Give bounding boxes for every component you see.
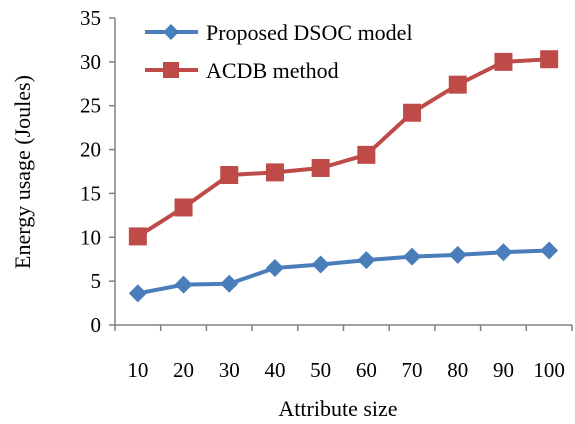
plot-area: 0 5 10 15 20 25 30 35 10 20 30 40 50 60 70 80 90 100 — [80, 6, 573, 382]
legend-item-acdb: ACDB method — [145, 58, 339, 83]
y-tick-label: 35 — [80, 6, 101, 30]
x-axis-title: Attribute size — [278, 396, 397, 421]
data-point-diamond — [540, 241, 559, 260]
y-tick-label: 20 — [80, 138, 101, 162]
legend-label-proposed-dsoc: Proposed DSOC model — [206, 20, 413, 45]
data-point-diamond — [403, 247, 422, 266]
data-point-diamond — [357, 251, 376, 270]
legend-diamond-marker — [163, 24, 179, 40]
data-point-square — [494, 52, 513, 71]
data-point-diamond — [265, 258, 284, 277]
data-point-square — [174, 198, 193, 217]
data-point-diamond — [311, 255, 330, 274]
legend-label-acdb: ACDB method — [206, 58, 339, 83]
y-tick-label: 30 — [80, 50, 101, 74]
data-point-diamond — [220, 274, 239, 293]
y-tick-label: 5 — [91, 269, 102, 293]
x-tick-label: 90 — [493, 358, 514, 382]
data-point-square — [220, 166, 239, 185]
series-line-proposed-dsoc — [137, 248, 550, 296]
legend-item-proposed-dsoc: Proposed DSOC model — [145, 20, 413, 45]
series-line-acdb — [136, 57, 550, 239]
x-tick-label: 80 — [447, 358, 468, 382]
x-tick-label: 20 — [173, 358, 194, 382]
data-point-square — [448, 75, 467, 94]
y-axis-ticks: 0 5 10 15 20 25 30 35 — [80, 6, 115, 337]
series-proposed-dsoc — [128, 241, 559, 303]
data-point-diamond — [448, 245, 467, 264]
x-tick-label: 10 — [127, 358, 148, 382]
y-axis-title: Energy usage (Joules) — [10, 75, 35, 269]
y-tick-label: 0 — [91, 313, 102, 337]
x-tick-label: 50 — [310, 358, 331, 382]
data-point-square — [311, 158, 330, 177]
data-point-diamond — [494, 243, 513, 262]
series-layer — [128, 50, 559, 303]
x-tick-label: 60 — [356, 358, 377, 382]
data-point-diamond — [174, 275, 193, 294]
x-tick-label: 30 — [219, 358, 240, 382]
data-point-square — [403, 103, 422, 122]
legend: Proposed DSOC model ACDB method — [145, 20, 413, 83]
x-tick-label: 70 — [402, 358, 423, 382]
data-point-square — [128, 227, 147, 246]
y-tick-label: 10 — [80, 225, 101, 249]
x-axis-ticks: 10 20 30 40 50 60 70 80 90 100 — [114, 325, 573, 382]
data-point-square — [265, 163, 284, 182]
x-tick-label: 100 — [533, 358, 565, 382]
y-tick-label: 25 — [80, 94, 101, 118]
data-point-square — [357, 145, 376, 164]
series-acdb — [128, 50, 559, 246]
y-tick-label: 15 — [80, 181, 101, 205]
x-tick-label: 40 — [264, 358, 285, 382]
data-point-diamond — [128, 284, 147, 303]
data-point-square — [540, 50, 559, 69]
legend-square-marker — [163, 62, 179, 78]
